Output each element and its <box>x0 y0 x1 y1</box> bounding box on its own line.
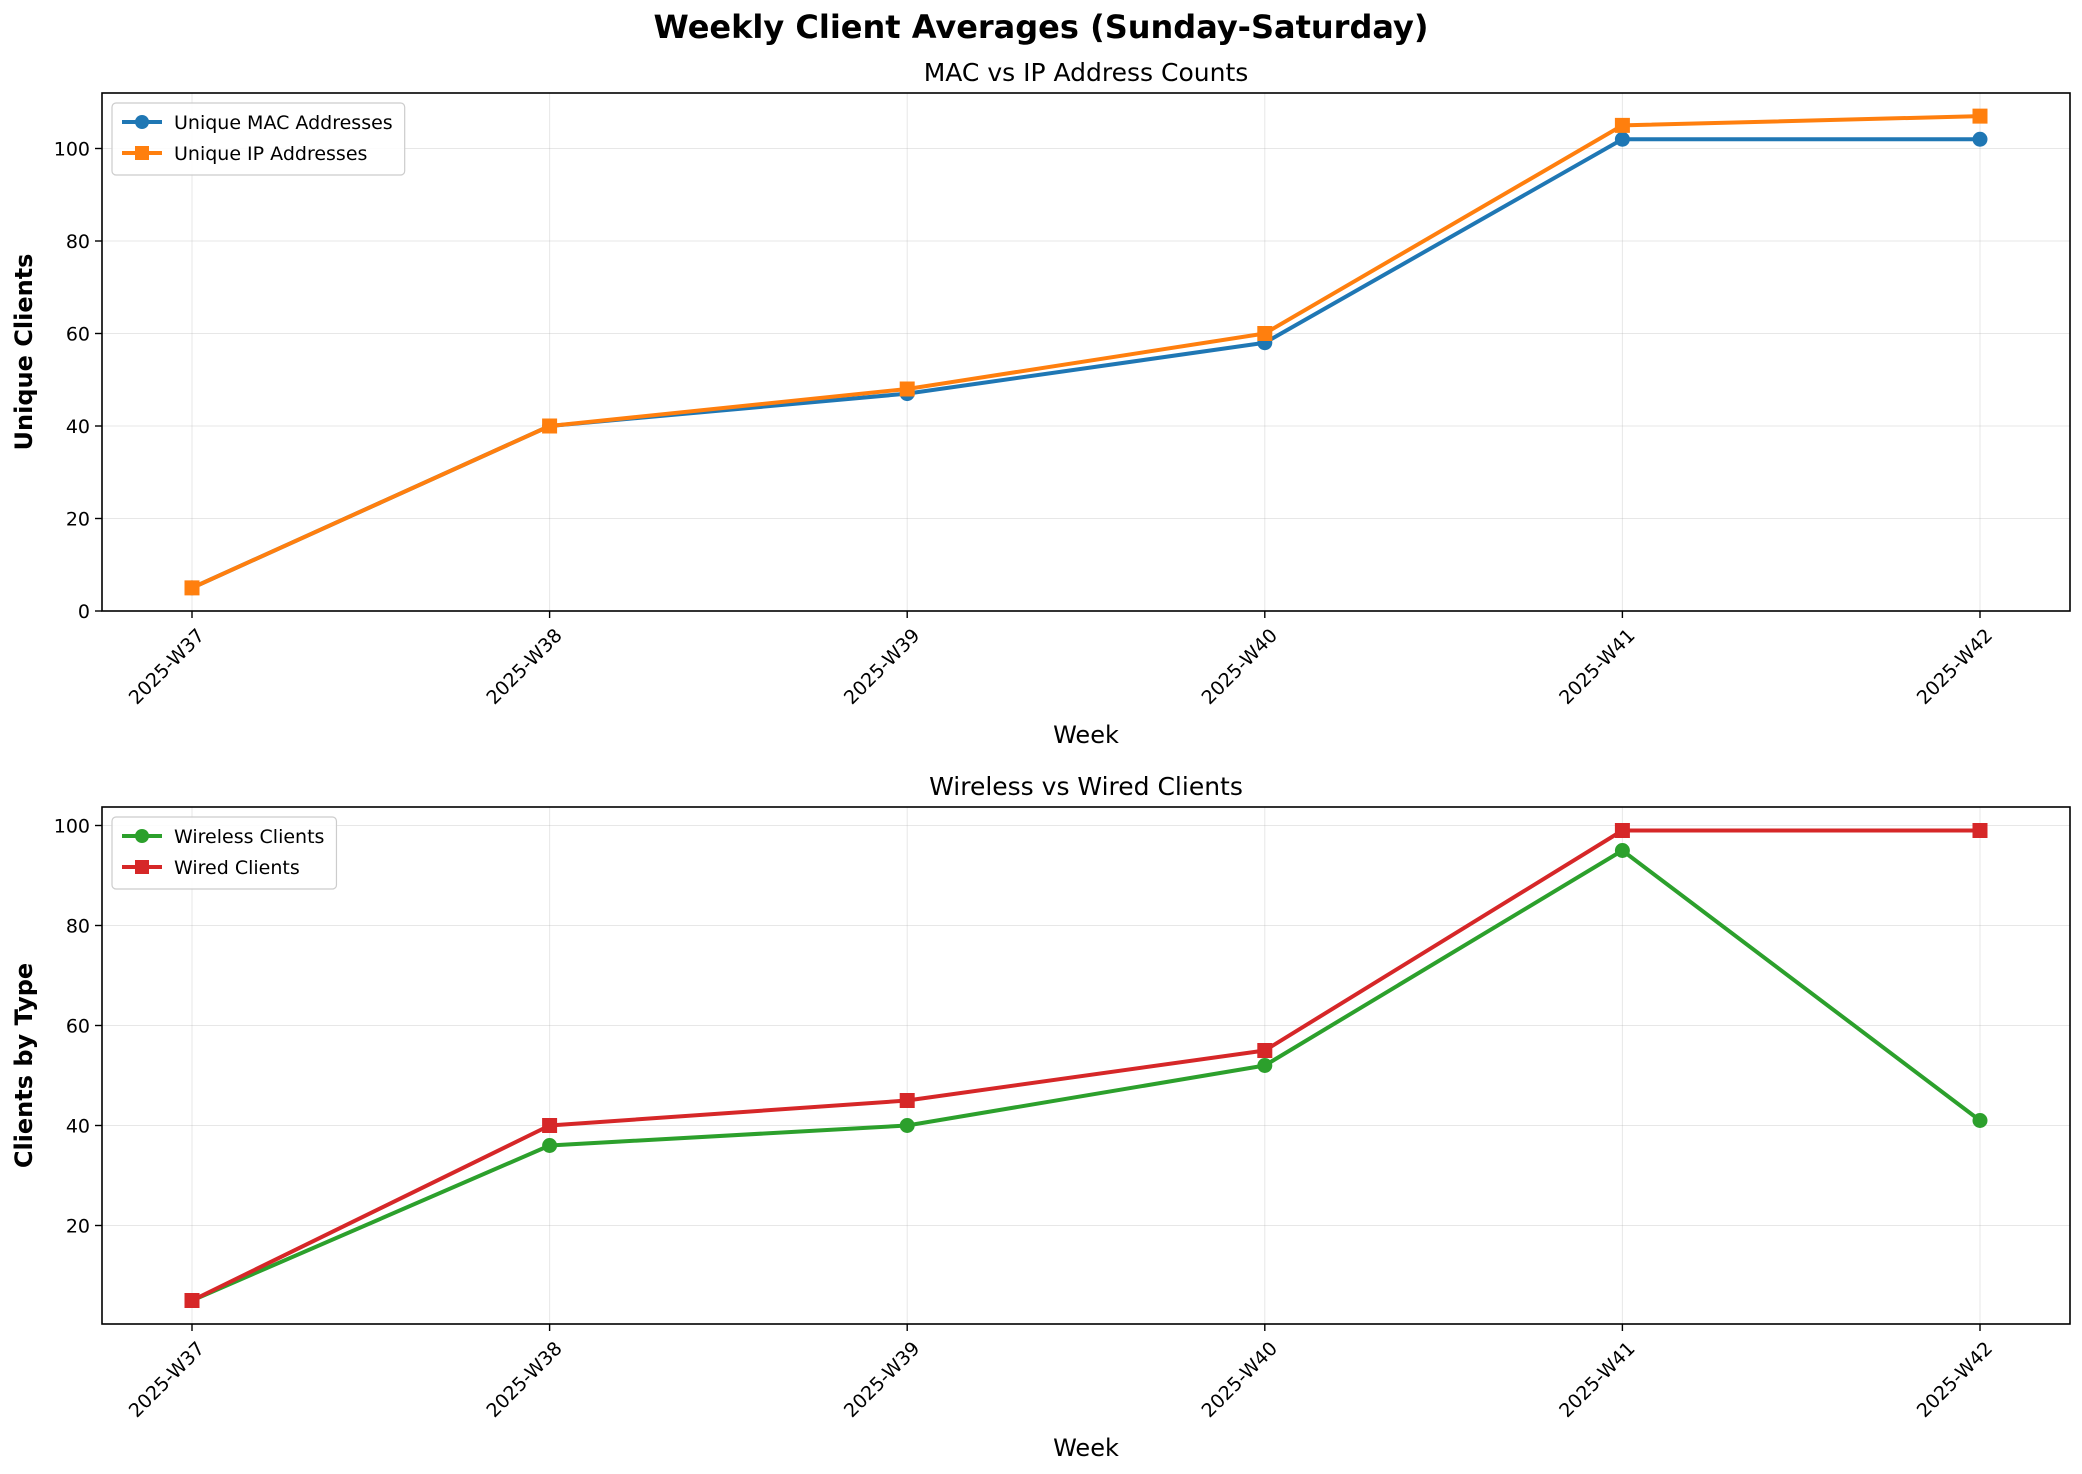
legend: Unique MAC Addresses Unique IP Addresses <box>111 102 406 176</box>
x-tick-label: 2025-W38 <box>482 1338 566 1422</box>
figure-title: Weekly Client Averages (Sunday-Saturday) <box>653 8 1429 46</box>
y-tick-label: 20 <box>66 509 90 531</box>
data-point <box>1972 823 1988 838</box>
chart-title: Wireless vs Wired Clients <box>929 772 1243 801</box>
data-point <box>899 1093 915 1108</box>
data-point <box>1614 117 1630 133</box>
data-point <box>1257 326 1273 341</box>
legend-marker <box>135 860 149 874</box>
series-line <box>191 137 1980 590</box>
series-2 <box>184 108 1988 596</box>
x-tick-label: 2025-W39 <box>840 625 924 709</box>
legend-label: Unique IP Addresses <box>174 143 367 165</box>
y-tick-label: 100 <box>54 816 90 838</box>
legend-marker <box>135 146 149 160</box>
legend: Wireless Clients Wired Clients <box>111 816 338 890</box>
series-line <box>191 828 1980 1303</box>
y-tick-label: 40 <box>66 1116 90 1138</box>
x-tick-label: 2025-W42 <box>1913 625 1997 709</box>
legend-box <box>111 102 406 176</box>
x-axis-label: Week <box>1053 721 1119 749</box>
data-point <box>1972 131 1988 147</box>
series-2 <box>184 823 1988 1308</box>
legend-label: Unique MAC Addresses <box>174 112 393 134</box>
x-tick-label: 2025-W38 <box>482 625 566 709</box>
series-1 <box>184 843 1988 1308</box>
x-tick-label: 2025-W41 <box>1555 625 1639 709</box>
series-line <box>191 114 1981 590</box>
y-tick-label: 0 <box>78 601 90 623</box>
y-tick-label: 80 <box>66 231 90 253</box>
x-tick-label: 2025-W39 <box>840 1338 924 1422</box>
data-point <box>184 580 200 596</box>
chart-1: 0 20 40 60 80 100 2025-W37 2025-W38 2025-W39 2025… <box>10 58 2071 749</box>
legend-label: Wired Clients <box>174 857 300 879</box>
x-tick-label: 2025-W37 <box>125 625 209 709</box>
x-tick-label: 2025-W40 <box>1198 1338 1282 1422</box>
legend-box <box>111 816 338 890</box>
axes-frame <box>101 92 2071 612</box>
data-point <box>542 1118 558 1133</box>
data-point <box>899 381 915 397</box>
y-tick-label: 40 <box>66 416 90 438</box>
axes-frame <box>101 806 2071 1325</box>
series-line <box>191 848 1982 1303</box>
chart-2: 20 40 60 80 100 2025-W37 2025-W38 2025-W39 2025-… <box>10 772 2071 1462</box>
x-tick-label: 2025-W40 <box>1198 625 1282 709</box>
y-tick-label: 100 <box>54 139 90 161</box>
x-axis-label: Week <box>1053 1434 1119 1462</box>
data-point <box>1614 823 1630 838</box>
data-point <box>1614 131 1630 147</box>
y-tick-label: 20 <box>66 1216 90 1238</box>
x-tick-label: 2025-W37 <box>125 1338 209 1422</box>
y-axis-label: Unique Clients <box>10 254 38 451</box>
y-axis-label: Clients by Type <box>10 963 38 1168</box>
data-point <box>899 1118 915 1133</box>
legend-marker <box>135 115 149 129</box>
data-point <box>184 1293 200 1308</box>
legend-marker <box>135 829 149 843</box>
data-point <box>1614 843 1630 858</box>
y-tick-label: 60 <box>66 324 90 346</box>
data-point <box>1972 108 1988 124</box>
legend-label: Wireless Clients <box>174 826 324 848</box>
chart-title: MAC vs IP Address Counts <box>924 58 1249 87</box>
data-point <box>542 1138 558 1153</box>
data-point <box>1257 1058 1273 1073</box>
x-tick-label: 2025-W41 <box>1555 1338 1639 1422</box>
y-tick-label: 80 <box>66 916 90 938</box>
series-1 <box>184 131 1988 596</box>
data-point <box>1257 1043 1273 1058</box>
x-tick-label: 2025-W42 <box>1913 1338 1997 1422</box>
data-point <box>542 418 558 434</box>
data-point <box>1972 1113 1988 1128</box>
y-tick-label: 60 <box>66 1016 90 1038</box>
